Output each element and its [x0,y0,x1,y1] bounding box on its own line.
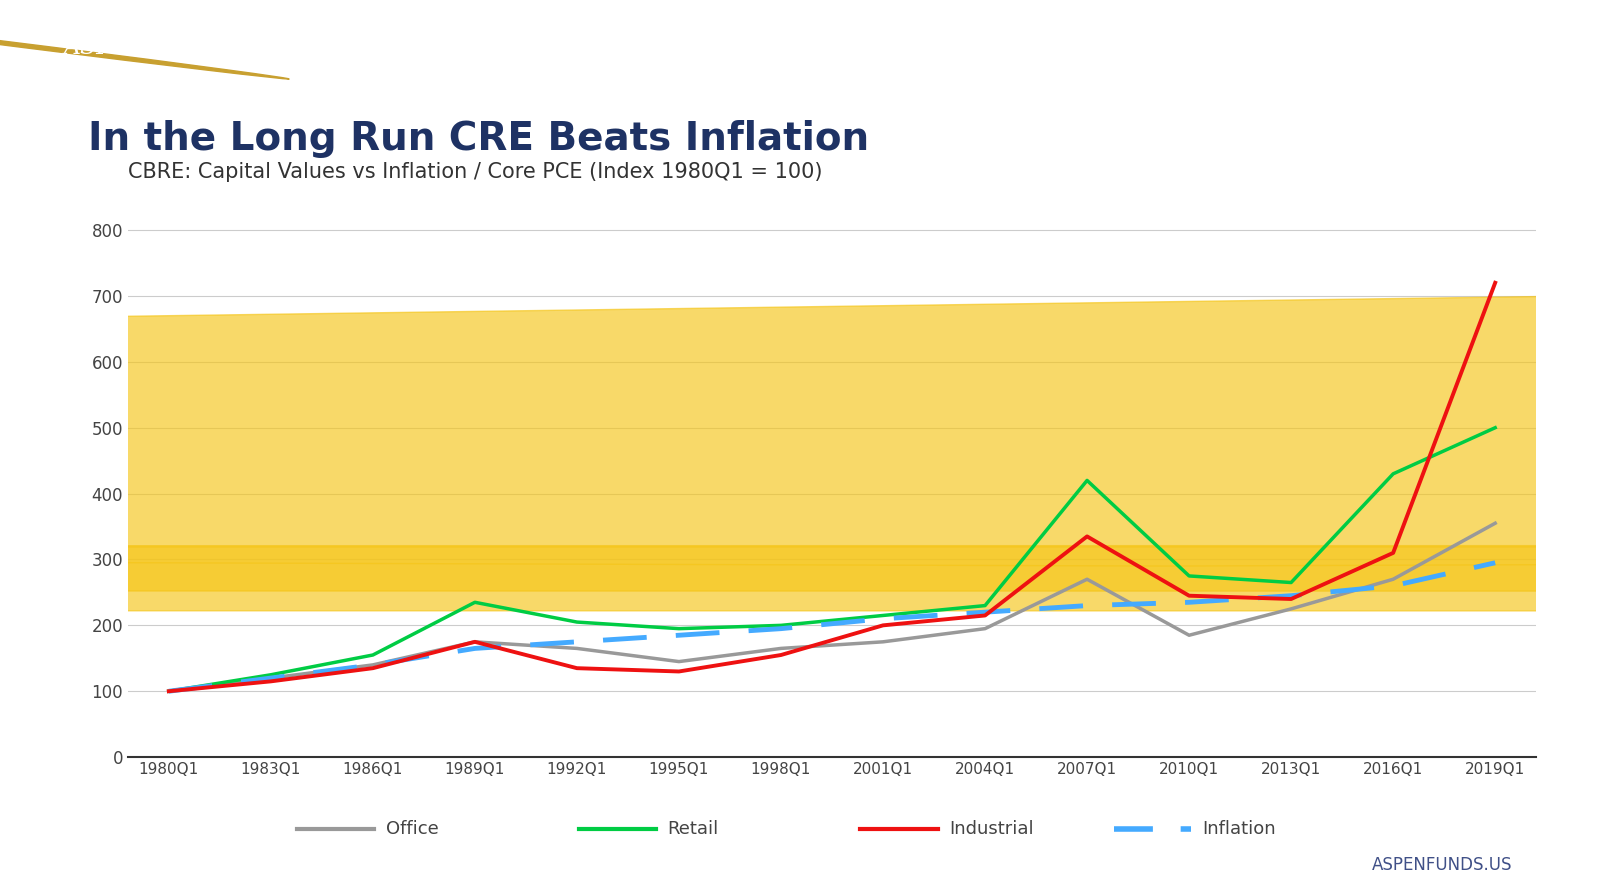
Text: Inflation: Inflation [1202,820,1275,838]
Text: Industrial: Industrial [949,820,1034,838]
Text: ASPEN FUNDS®: ASPEN FUNDS® [64,36,274,58]
Text: In the Long Run CRE Beats Inflation: In the Long Run CRE Beats Inflation [88,120,869,158]
Ellipse shape [0,15,290,79]
Text: Retail: Retail [667,820,718,838]
Text: CBRE: Capital Values vs Inflation / Core PCE (Index 1980Q1 = 100): CBRE: Capital Values vs Inflation / Core… [128,161,822,182]
Polygon shape [0,296,1600,591]
Text: ASPENFUNDS.US: ASPENFUNDS.US [1371,856,1512,874]
Polygon shape [0,546,1600,611]
Text: Office: Office [386,820,438,838]
